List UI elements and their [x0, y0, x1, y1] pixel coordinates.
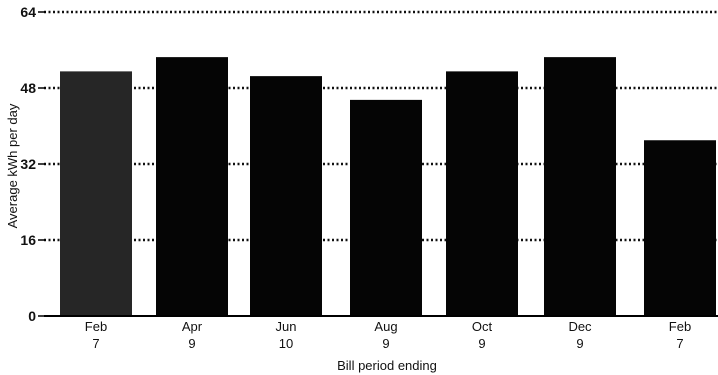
- y-axis-title: Average kWh per day: [5, 103, 20, 228]
- x-tick-label-day: 10: [279, 336, 293, 351]
- y-tick-label: 64: [20, 4, 36, 20]
- x-tick-label-month: Apr: [182, 319, 203, 334]
- y-tick-label: 16: [20, 232, 36, 248]
- y-tick-label: 0: [28, 308, 36, 324]
- bar: [350, 99, 422, 316]
- x-tick-label-day: 9: [478, 336, 485, 351]
- x-tick-label-month: Dec: [568, 319, 592, 334]
- x-tick-label-day: 7: [92, 336, 99, 351]
- x-tick-labels: Feb 7 Apr 9 Jun 10 Aug 9 Oct 9 Dec 9 Feb 7: [85, 319, 691, 351]
- bars: [60, 57, 716, 316]
- x-tick-label-month: Jun: [276, 319, 297, 334]
- x-tick-label-day: 9: [576, 336, 583, 351]
- y-tick-labels: 0 16 32 48 64: [20, 4, 36, 324]
- bar: [60, 71, 132, 316]
- x-tick-label-month: Feb: [85, 319, 107, 334]
- x-tick-label-day: 9: [188, 336, 195, 351]
- y-tick-label: 48: [20, 80, 36, 96]
- bar: [544, 57, 616, 316]
- x-tick-label-month: Feb: [669, 319, 691, 334]
- x-tick-label-day: 7: [676, 336, 683, 351]
- bar: [446, 71, 518, 316]
- x-tick-label-month: Aug: [374, 319, 397, 334]
- bar: [644, 140, 716, 316]
- y-tick-label: 32: [20, 156, 36, 172]
- x-axis-title: Bill period ending: [337, 358, 437, 373]
- bar: [250, 76, 322, 316]
- x-tick-label-month: Oct: [472, 319, 493, 334]
- x-tick-label-day: 9: [382, 336, 389, 351]
- bar: [156, 57, 228, 316]
